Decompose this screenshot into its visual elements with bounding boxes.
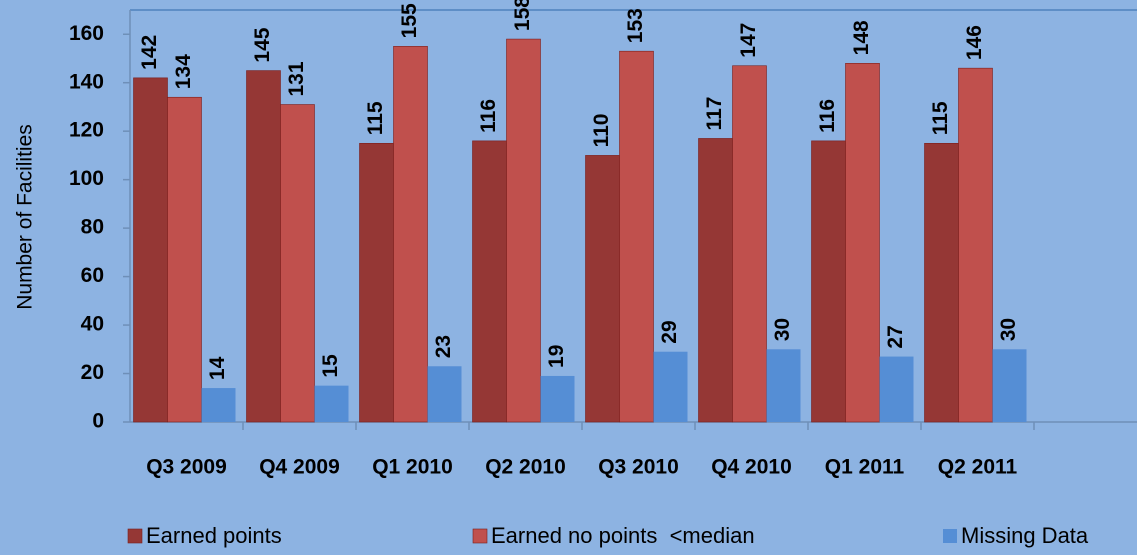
y-tick-label: 160 (69, 22, 104, 45)
bar (811, 140, 846, 423)
bar (472, 140, 507, 423)
bar (992, 349, 1027, 422)
bar (698, 138, 733, 423)
bar (246, 70, 281, 423)
x-tick-label: Q2 2010 (485, 456, 566, 479)
y-tick-label: 20 (81, 361, 104, 384)
bar (766, 349, 801, 422)
data-label: 30 (997, 318, 1020, 341)
bar (540, 375, 575, 422)
data-label: 147 (737, 23, 760, 58)
bar (427, 366, 462, 422)
x-tick-label: Q4 2009 (259, 456, 340, 479)
bar (653, 351, 688, 422)
data-label: 23 (432, 335, 455, 358)
data-label: 27 (884, 325, 907, 348)
data-label: 116 (477, 99, 500, 133)
y-tick-label: 120 (69, 119, 104, 142)
bar (201, 388, 236, 422)
bar (280, 104, 315, 423)
legend-label: Earned points (146, 523, 282, 548)
bar (585, 155, 620, 423)
y-tick-label: 60 (81, 264, 104, 287)
bar (958, 67, 993, 423)
legend-swatch (943, 529, 957, 543)
data-label: 29 (658, 320, 681, 343)
bar (845, 63, 880, 423)
bar (879, 356, 914, 422)
y-tick-label: 40 (81, 313, 104, 336)
data-label: 110 (590, 114, 613, 148)
legend-label: Earned no points <median (491, 523, 755, 548)
data-label: 115 (929, 101, 952, 135)
data-label: 145 (251, 27, 274, 62)
bar (924, 142, 959, 423)
data-label: 155 (398, 3, 421, 38)
data-label: 146 (963, 25, 986, 60)
bar (393, 46, 428, 423)
bar (619, 50, 654, 423)
y-tick-label: 0 (92, 410, 104, 433)
data-label: 117 (703, 97, 726, 131)
data-label: 153 (624, 8, 647, 43)
y-tick-label: 100 (69, 167, 104, 190)
data-label: 116 (816, 99, 839, 133)
data-label: 131 (285, 61, 308, 96)
data-label: 115 (364, 101, 387, 135)
y-tick-label: 80 (81, 216, 104, 239)
legend-swatch (472, 528, 488, 544)
legend-swatch (127, 528, 143, 544)
bar (359, 142, 394, 423)
legend-label: Missing Data (961, 523, 1089, 548)
y-axis-label: Number of Facilities (14, 124, 37, 310)
data-label: 134 (172, 54, 195, 89)
x-tick-label: Q1 2011 (825, 456, 905, 479)
x-tick-label: Q3 2009 (146, 456, 227, 479)
bar (314, 385, 349, 422)
bar (133, 77, 168, 423)
data-label: 142 (138, 35, 161, 70)
data-label: 14 (206, 356, 229, 380)
y-tick-label: 140 (69, 70, 104, 93)
bar (506, 38, 541, 423)
x-tick-label: Q4 2010 (711, 456, 792, 479)
data-label: 30 (771, 318, 794, 341)
data-label: 148 (850, 20, 873, 55)
x-tick-label: Q3 2010 (598, 456, 679, 479)
bar (167, 96, 202, 423)
data-label: 158 (511, 0, 534, 31)
x-tick-label: Q1 2010 (372, 456, 453, 479)
data-label: 19 (545, 345, 568, 368)
x-tick-label: Q2 2011 (938, 456, 1018, 479)
bar (732, 65, 767, 423)
data-label: 15 (319, 354, 342, 378)
